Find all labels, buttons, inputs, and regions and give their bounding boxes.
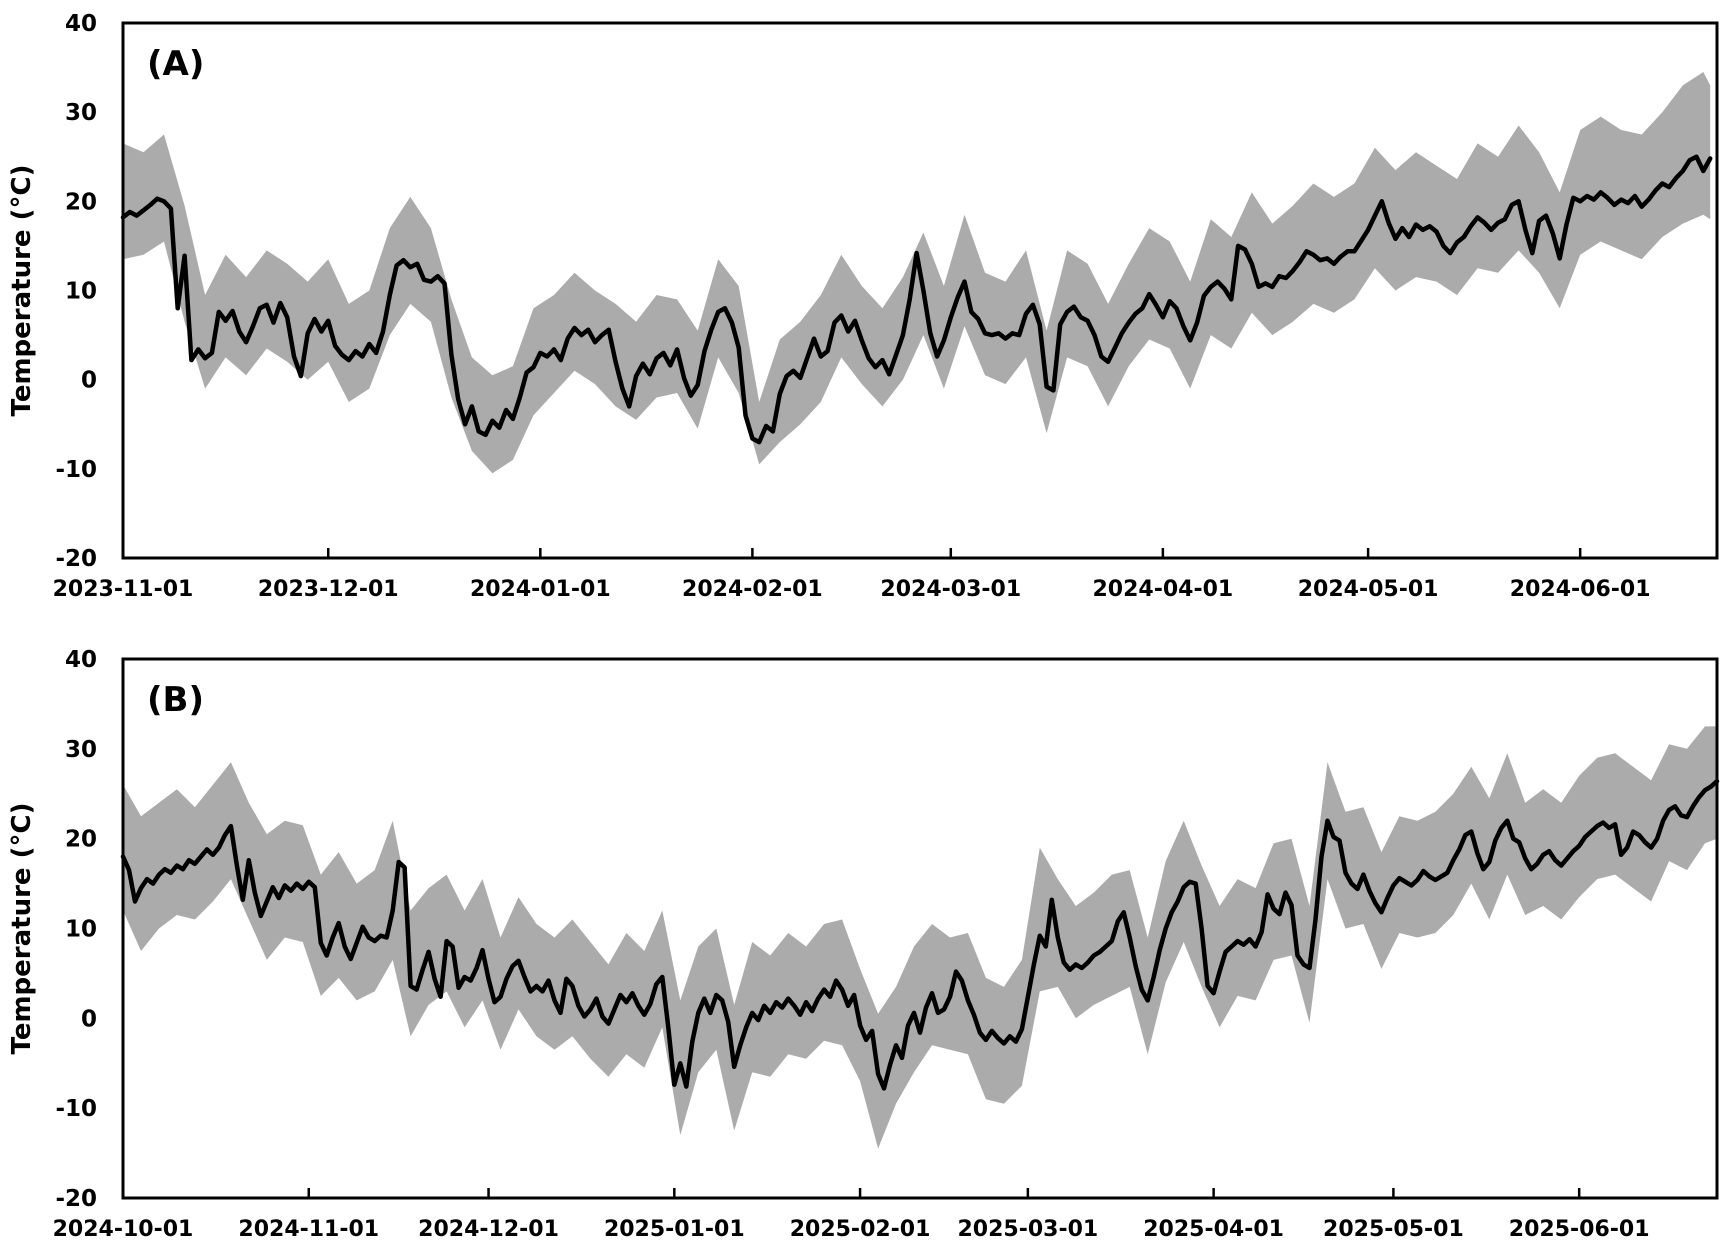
x-tick-label-a: 2023-11-01: [53, 577, 194, 602]
y-tick-label-a: 20: [65, 189, 97, 215]
plot-border-a: [121, 21, 1719, 560]
x-tick-label-b: 2024-11-01: [238, 1217, 379, 1242]
mean-line-b: [120, 778, 1720, 1091]
y-tick-label-b: 40: [65, 647, 97, 673]
y-tick-label-b: 20: [65, 827, 97, 853]
x-tick-label-a: 2024-01-01: [470, 577, 611, 602]
x-tick-label-a: 2024-05-01: [1298, 577, 1439, 602]
panel-label-b: (B): [147, 680, 204, 720]
x-tick-label-a: 2024-03-01: [880, 577, 1021, 602]
x-tick-label-b: 2025-05-01: [1323, 1217, 1464, 1242]
y-tick-label-b: -10: [55, 1096, 97, 1122]
range-band-b: [123, 726, 1717, 1149]
y-tick-label-a: 0: [81, 368, 97, 394]
y-axis-title-a: Temperature (°C): [7, 165, 37, 417]
x-tick-label-a: 2023-12-01: [258, 577, 399, 602]
panel-label-a: (A): [147, 44, 204, 84]
x-tick-label-b: 2024-12-01: [418, 1217, 559, 1242]
x-tick-label-b: 2025-04-01: [1143, 1217, 1284, 1242]
y-tick-label-a: -10: [55, 457, 97, 483]
mean-line-a: [120, 154, 1713, 445]
y-tick-label-a: 30: [65, 100, 97, 126]
x-tick-label-a: 2024-04-01: [1092, 577, 1233, 602]
y-tick-label-b: 0: [81, 1006, 97, 1032]
plot-border-b: [121, 657, 1719, 1200]
y-tick-label-b: 30: [65, 737, 97, 763]
y-tick-label-a: 40: [65, 11, 97, 37]
x-tick-label-b: 2025-03-01: [957, 1217, 1098, 1242]
y-axis-title-b: Temperature (°C): [7, 803, 37, 1055]
x-tick-label-a: 2024-02-01: [682, 577, 823, 602]
x-tick-label-b: 2024-10-01: [53, 1217, 194, 1242]
y-tick-label-a: 10: [65, 279, 97, 305]
y-tick-label-a: -20: [55, 546, 97, 572]
x-tick-label-b: 2025-02-01: [790, 1217, 931, 1242]
x-tick-label-b: 2025-06-01: [1509, 1217, 1650, 1242]
x-tick-label-a: 2024-06-01: [1510, 577, 1651, 602]
y-tick-label-b: 10: [65, 917, 97, 943]
range-band-a: [123, 72, 1711, 474]
y-tick-label-b: -20: [55, 1186, 97, 1212]
x-tick-label-b: 2025-01-01: [604, 1217, 745, 1242]
